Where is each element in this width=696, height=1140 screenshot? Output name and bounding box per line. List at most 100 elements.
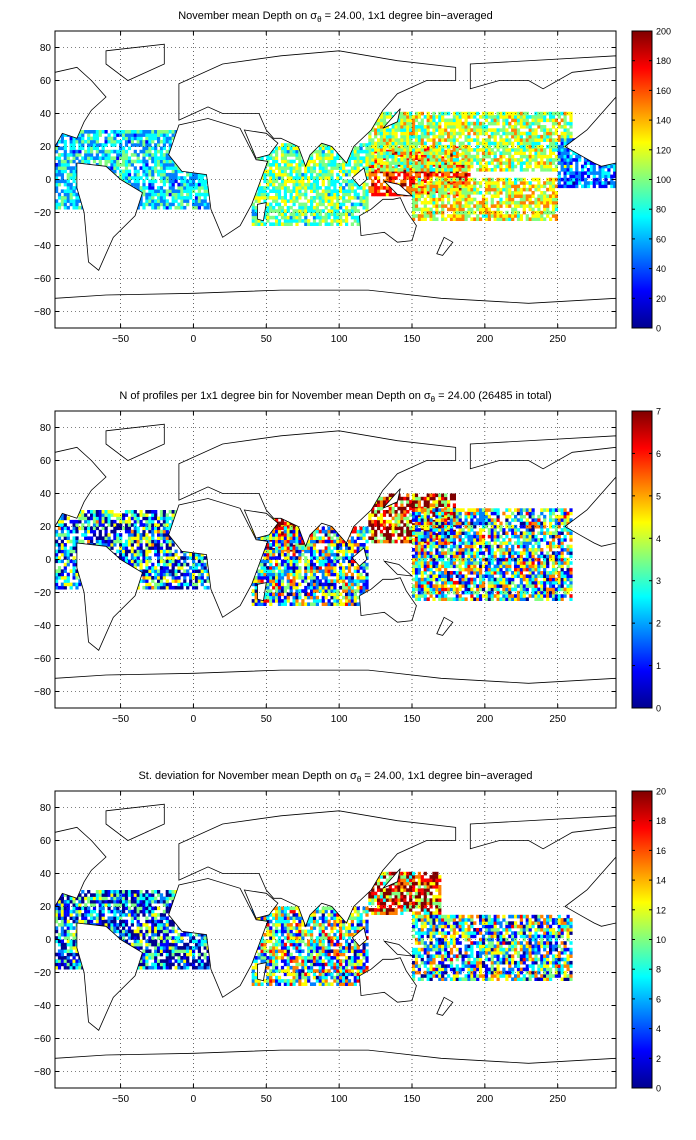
data-cell	[69, 176, 73, 180]
data-cell	[397, 526, 401, 531]
data-cell	[549, 138, 553, 142]
data-cell	[429, 571, 433, 575]
data-cell	[449, 531, 454, 535]
x-tick-label: 250	[549, 334, 566, 345]
data-cell	[449, 187, 454, 192]
data-cell	[277, 163, 282, 167]
data-cell	[63, 146, 67, 151]
data-cell	[467, 511, 471, 516]
data-cell	[467, 571, 471, 575]
data-cell	[377, 186, 381, 190]
data-cell	[490, 161, 494, 165]
data-cell	[72, 169, 76, 174]
data-cell	[295, 156, 299, 160]
data-cell	[470, 571, 474, 575]
data-cell	[412, 131, 416, 136]
data-cell	[441, 217, 445, 221]
data-cell	[496, 144, 500, 149]
data-cell	[189, 186, 193, 190]
data-cell	[57, 163, 62, 167]
data-cell	[345, 212, 349, 217]
data-cell	[315, 172, 319, 177]
data-cell	[385, 510, 389, 514]
data-cell	[78, 133, 82, 137]
data-cell	[467, 204, 471, 208]
data-cell	[525, 125, 529, 129]
data-cell	[162, 143, 166, 147]
data-cell	[339, 189, 343, 193]
data-cell	[432, 200, 436, 205]
data-cell	[307, 182, 311, 187]
data-cell	[148, 136, 152, 141]
data-cell	[420, 508, 424, 512]
data-cell	[312, 222, 317, 226]
data-cell	[540, 200, 544, 205]
data-cell	[55, 202, 59, 207]
data-cell	[420, 574, 424, 578]
data-cell	[435, 580, 439, 585]
data-cell	[63, 205, 67, 210]
data-cell	[461, 197, 465, 202]
data-cell	[531, 121, 535, 126]
data-cell	[327, 169, 331, 174]
data-cell	[444, 577, 448, 582]
data-cell	[371, 526, 375, 531]
data-cell	[414, 214, 419, 218]
data-cell	[528, 197, 532, 202]
data-cell	[458, 111, 462, 116]
data-cell	[560, 164, 564, 169]
data-cell	[371, 141, 375, 146]
data-cell	[420, 518, 424, 522]
data-cell	[426, 210, 430, 215]
data-cell	[432, 584, 436, 588]
data-cell	[406, 159, 410, 164]
australia-outline	[359, 197, 417, 243]
data-cell	[511, 161, 515, 165]
data-cell	[283, 182, 287, 187]
data-cell	[414, 528, 419, 532]
data-cell	[400, 529, 404, 534]
data-cell	[63, 156, 67, 160]
data-cell	[374, 154, 378, 159]
data-cell	[333, 156, 337, 160]
data-cell	[400, 131, 404, 136]
data-cell	[438, 191, 442, 195]
data-cell	[452, 584, 456, 588]
data-cell	[382, 148, 387, 152]
data-cell	[307, 176, 311, 180]
data-cell	[127, 146, 132, 151]
data-cell	[385, 519, 389, 524]
data-cell	[136, 143, 140, 147]
data-cell	[452, 518, 456, 522]
data-cell	[84, 153, 88, 157]
data-cell	[394, 539, 398, 544]
data-cell	[368, 176, 372, 180]
data-cell	[522, 121, 526, 126]
data-cell	[470, 191, 474, 195]
data-cell	[417, 554, 421, 559]
data-cell	[183, 182, 187, 187]
data-cell	[412, 210, 416, 215]
data-cell	[98, 130, 102, 134]
data-cell	[417, 187, 421, 192]
data-cell	[601, 171, 605, 175]
data-cell	[122, 133, 126, 137]
data-cell	[458, 534, 462, 539]
data-cell	[75, 199, 79, 203]
data-cell	[414, 156, 419, 160]
data-cell	[563, 151, 567, 155]
data-cell	[417, 551, 421, 555]
data-cell	[75, 202, 79, 207]
data-cell	[339, 169, 343, 174]
data-cell	[455, 111, 459, 116]
data-cell	[543, 191, 547, 195]
data-cell	[87, 146, 91, 151]
data-cell	[409, 131, 413, 136]
data-cell	[154, 149, 158, 154]
data-cell	[382, 500, 387, 504]
data-cell	[353, 159, 357, 164]
data-cell	[365, 202, 369, 207]
data-cell	[467, 564, 471, 569]
data-cell	[534, 200, 538, 205]
data-cell	[414, 511, 419, 516]
